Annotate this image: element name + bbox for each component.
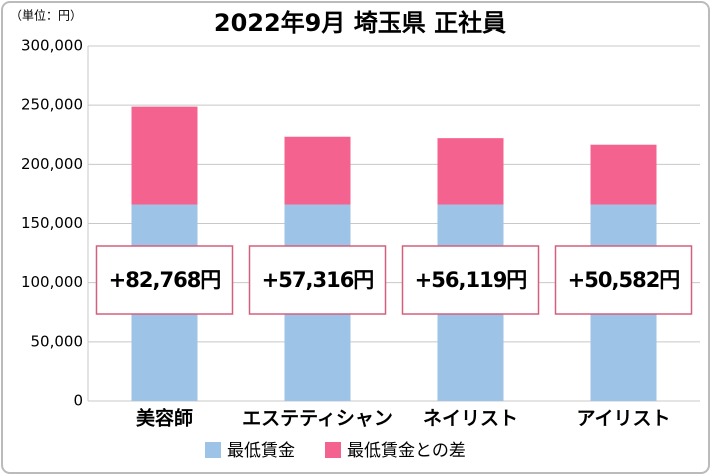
- value-label-box: [401, 245, 540, 315]
- x-tick-label: アイリスト: [576, 408, 670, 430]
- legend-swatch: [325, 442, 341, 458]
- y-tick-label: 200,000: [21, 155, 83, 173]
- chart-title: 2022年9月 埼玉県 正社員: [214, 9, 506, 37]
- y-tick-label: 300,000: [21, 37, 83, 55]
- value-label: +56,119円: [415, 268, 527, 292]
- x-tick-label: エステティシャン: [242, 408, 393, 430]
- y-tick-label: 50,000: [31, 332, 84, 350]
- bar-segment: [590, 144, 657, 205]
- value-label: +50,582円: [568, 268, 680, 292]
- x-tick-label: ネイリスト: [423, 408, 518, 430]
- bar-segment: [437, 138, 504, 205]
- value-label-box: [554, 245, 693, 315]
- legend-label: 最低賃金: [227, 441, 295, 461]
- value-label: +57,316円: [262, 268, 374, 292]
- value-label-box: [248, 245, 387, 315]
- y-tick-label: 250,000: [21, 96, 83, 114]
- y-tick-label: 0: [73, 392, 83, 410]
- value-label-box: [95, 245, 234, 315]
- y-tick-label: 150,000: [21, 214, 83, 232]
- bar-segment: [131, 106, 198, 205]
- x-tick-label: 美容師: [136, 407, 193, 430]
- bar-segment: [284, 136, 351, 205]
- unit-label: （単位：円）: [10, 8, 82, 23]
- legend-swatch: [205, 442, 221, 458]
- y-tick-label: 100,000: [21, 273, 83, 291]
- value-label: +82,768円: [109, 268, 221, 292]
- legend-label: 最低賃金との差: [347, 441, 466, 461]
